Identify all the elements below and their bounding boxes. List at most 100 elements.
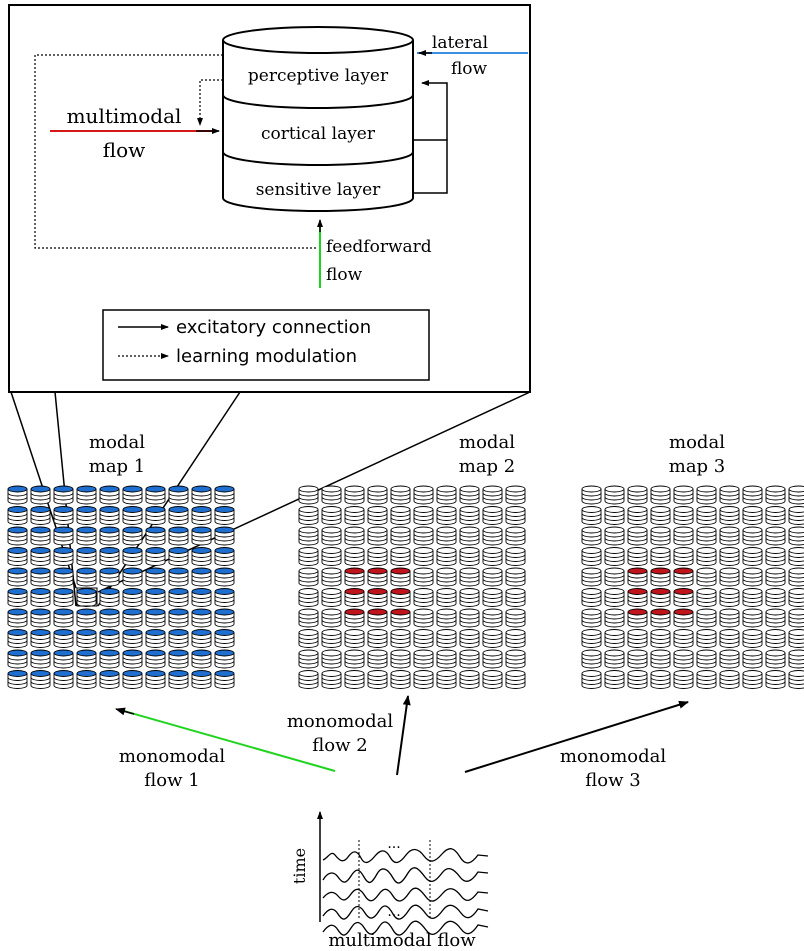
map-column: [30, 588, 51, 607]
map-column: [436, 629, 457, 648]
map-column: [604, 547, 625, 566]
map-column: [505, 485, 526, 505]
map-column: [742, 649, 763, 669]
map-column: [321, 567, 342, 587]
map-column: [719, 526, 740, 546]
map-column: [390, 526, 411, 546]
map-column: [505, 506, 526, 525]
map-column: [719, 670, 740, 689]
map-column: [673, 629, 694, 648]
map2-label-line1: modal: [459, 432, 515, 453]
map-column-active: [673, 608, 694, 628]
map-column: [99, 506, 120, 525]
signal-ellipsis-top: ...: [387, 836, 400, 852]
map-column: [505, 649, 526, 669]
map-column: [482, 547, 503, 566]
map-column: [298, 629, 319, 648]
map-column: [696, 485, 717, 505]
map-column: [53, 506, 74, 525]
map-column: [482, 670, 503, 689]
map-column: [30, 608, 51, 628]
map-column: [99, 567, 120, 587]
map-column-active: [673, 567, 694, 587]
map-column: [321, 629, 342, 648]
map-column: [53, 526, 74, 546]
map-column: [459, 588, 480, 607]
map-column: [99, 526, 120, 546]
map-column: [650, 670, 671, 689]
map-column: [53, 567, 74, 587]
map-column-active: [627, 608, 648, 628]
map-column: [696, 629, 717, 648]
map-column-active: [673, 588, 694, 607]
map-column: [482, 649, 503, 669]
map-column: [604, 526, 625, 546]
map-column: [76, 567, 97, 587]
map1-label-line1: modal: [89, 432, 145, 453]
map-column: [344, 526, 365, 546]
map-column: [436, 526, 457, 546]
map-column: [459, 608, 480, 628]
map-column: [30, 485, 51, 505]
map-column: [214, 608, 235, 628]
map3-label-line2: map 3: [669, 456, 726, 477]
map-column: [214, 526, 235, 546]
monomodal-flow-3-label-1: monomodal: [560, 746, 666, 767]
legend-excitatory-label: excitatory connection: [176, 317, 371, 338]
map-column: [168, 670, 189, 689]
map-column: [390, 506, 411, 525]
map-column: [627, 629, 648, 648]
map-column: [673, 547, 694, 566]
map-column: [191, 629, 212, 648]
map-column: [436, 567, 457, 587]
monomodal-flow-2-label-1: monomodal: [287, 711, 393, 732]
map-column: [191, 608, 212, 628]
map-column: [76, 506, 97, 525]
map-column: [436, 608, 457, 628]
map-column: [145, 485, 166, 505]
map-column: [765, 547, 786, 566]
map-column: [742, 670, 763, 689]
map-column: [367, 649, 388, 669]
multimodal-signal-plot: time ... ... multimodal flow: [290, 811, 489, 951]
map-column: [719, 629, 740, 648]
map-column: [742, 608, 763, 628]
signal-trace-2: [322, 867, 489, 884]
map-column: [742, 567, 763, 587]
map-column: [627, 485, 648, 505]
map-column: [765, 526, 786, 546]
map-column: [321, 670, 342, 689]
intra-column-connections: [413, 80, 448, 194]
map-column: [604, 649, 625, 669]
map1-label-line2: map 1: [89, 456, 146, 477]
map-column: [344, 629, 365, 648]
map-column: [7, 485, 28, 505]
map-column: [298, 485, 319, 505]
map-column: [413, 588, 434, 607]
map-column: [7, 588, 28, 607]
map-column: [145, 608, 166, 628]
map-column: [76, 608, 97, 628]
map-column: [788, 526, 804, 546]
map-column: [413, 629, 434, 648]
map-column-active: [390, 567, 411, 587]
map-column: [459, 629, 480, 648]
map-column: [604, 629, 625, 648]
map-column: [413, 526, 434, 546]
legend-learning-label: learning modulation: [176, 346, 357, 367]
map-column: [367, 526, 388, 546]
map-column: [30, 629, 51, 648]
map-column: [604, 506, 625, 525]
map-column: [604, 485, 625, 505]
map-column: [168, 485, 189, 505]
map-column: [367, 629, 388, 648]
map-column: [367, 670, 388, 689]
map-column: [482, 567, 503, 587]
map-column: [505, 526, 526, 546]
map-column: [145, 567, 166, 587]
map-column: [191, 649, 212, 669]
map-column: [505, 670, 526, 689]
map-column: [191, 526, 212, 546]
map-column: [581, 629, 602, 648]
map-column: [321, 526, 342, 546]
